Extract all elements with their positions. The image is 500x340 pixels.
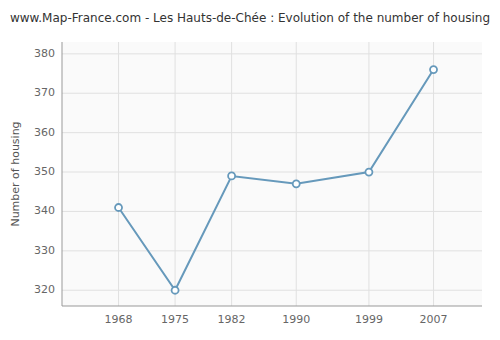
y-grid-line (62, 211, 482, 212)
marker (365, 169, 372, 176)
line (119, 70, 434, 291)
plot-background (62, 42, 482, 306)
y-axis-label: Number of housing (9, 121, 22, 226)
grid (62, 42, 482, 306)
y-tick-label: 350 (34, 165, 55, 178)
y-tick-label: 330 (34, 244, 55, 257)
chart: 320 330 340 350 360 370 380 1968 1975 1982 1990 199… (0, 0, 500, 340)
x-grid-line (296, 42, 297, 306)
y-tick-label: 320 (34, 283, 55, 296)
marker (172, 287, 179, 294)
x-axis-line (62, 306, 482, 307)
x-grid-line (118, 42, 119, 306)
y-grid-line (62, 172, 482, 173)
y-tick-label: 370 (34, 86, 55, 99)
chart-container: 320 330 340 350 360 370 380 1968 1975 1982 1990 199… (0, 0, 500, 340)
marker (228, 172, 235, 179)
title: www.Map-France.com - Les Hauts-de-Chée :… (10, 11, 490, 25)
marker (115, 204, 122, 211)
y-tick-label: 360 (34, 126, 55, 139)
y-grid-line (62, 290, 482, 291)
marker (293, 180, 300, 187)
y-grid-line (62, 132, 482, 133)
marker (430, 66, 437, 73)
series (115, 66, 437, 294)
x-grid-line (433, 42, 434, 306)
x-grid-line (175, 42, 176, 306)
y-tick-label: 340 (34, 204, 55, 217)
y-grid-line (62, 250, 482, 251)
x-tick-label: 1999 (355, 313, 383, 326)
x-tick-label: 1982 (218, 313, 246, 326)
x-tick-label: 1990 (282, 313, 310, 326)
x-tick-label: 2007 (420, 313, 448, 326)
x-tick-label: 1968 (105, 313, 133, 326)
y-grid-line (62, 53, 482, 54)
y-axis-line (62, 42, 63, 306)
x-tick-label: 1975 (161, 313, 189, 326)
y-tick-label: 380 (34, 47, 55, 60)
